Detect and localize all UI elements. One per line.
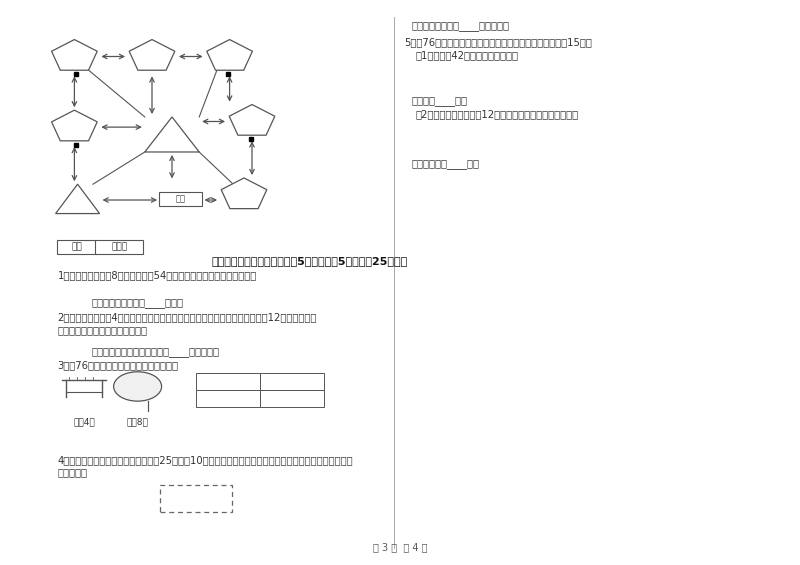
- FancyBboxPatch shape: [57, 240, 97, 254]
- Text: 得分: 得分: [71, 242, 82, 251]
- Text: 1．学校食堂买大籑8袋，每袋大籑54千克，学校食堂买大籑多少千克？: 1．学校食堂买大籑8袋，每袋大籑54千克，学校食堂买大籑多少千克？: [58, 270, 257, 280]
- Text: 手工纸比小伟的大多少平方厚米？: 手工纸比小伟的大多少平方厚米？: [58, 325, 147, 335]
- Text: 评卷人: 评卷人: [111, 242, 127, 251]
- Text: 出门: 出门: [176, 194, 186, 203]
- FancyBboxPatch shape: [260, 390, 324, 407]
- Text: （    ）张: （ ）张: [278, 394, 306, 403]
- Polygon shape: [51, 110, 98, 141]
- Text: 圆桌: 圆桌: [222, 376, 234, 386]
- Polygon shape: [56, 184, 99, 214]
- Text: 每桌4人: 每桌4人: [73, 417, 95, 426]
- Text: 3．有76位客人用餐，可以怎样安排桌子？: 3．有76位客人用餐，可以怎样安排桌子？: [58, 360, 178, 370]
- Text: （见下图）: （见下图）: [58, 467, 88, 477]
- FancyBboxPatch shape: [260, 373, 324, 390]
- Ellipse shape: [114, 372, 162, 401]
- Text: 答：小华的手工纸比小伟的大____平方厉米。: 答：小华的手工纸比小伟的大____平方厉米。: [92, 347, 220, 357]
- FancyBboxPatch shape: [95, 240, 143, 254]
- Text: 答：最少需要准备____米的篹笆。: 答：最少需要准备____米的篹笆。: [412, 21, 510, 31]
- Text: 2．小华有一张边长4分米的手工纸，小伟的一张正方形手工纸边长比小华的短12里米，小华的: 2．小华有一张边长4分米的手工纸，小伟的一张正方形手工纸边长比小华的短12里米，…: [58, 312, 317, 323]
- Polygon shape: [145, 117, 199, 152]
- Text: 答：收款____元。: 答：收款____元。: [412, 96, 468, 106]
- Text: 答：可以收款____元。: 答：可以收款____元。: [412, 159, 480, 170]
- Text: （    ）张: （ ）张: [214, 394, 242, 403]
- FancyBboxPatch shape: [196, 373, 260, 390]
- Text: 答：学校食堂买大籑____千克。: 答：学校食堂买大籑____千克。: [92, 298, 184, 308]
- FancyBboxPatch shape: [159, 192, 202, 206]
- Polygon shape: [221, 178, 267, 208]
- Polygon shape: [206, 40, 253, 70]
- Polygon shape: [229, 105, 275, 135]
- Text: （2）把剩余的票按每张12元全部售出，可以收款多少元？: （2）把剩余的票按每张12元全部售出，可以收款多少元？: [416, 110, 579, 120]
- Text: 每桌8人: 每桌8人: [126, 417, 149, 426]
- Text: （1）已售出42张票，收款多少元？: （1）已售出42张票，收款多少元？: [416, 50, 519, 60]
- Text: 六、活用知识，解决问题（刨5小题，每题5分，共兠25分）。: 六、活用知识，解决问题（刨5小题，每题5分，共兠25分）。: [212, 256, 408, 266]
- Polygon shape: [51, 40, 98, 70]
- FancyBboxPatch shape: [196, 390, 260, 407]
- Text: 方桌: 方桌: [286, 376, 298, 386]
- Bar: [160, 485, 232, 512]
- Text: 5．杯76个座位的森林音乐厅将举行音乐会，每张票售价是15元。: 5．杯76个座位的森林音乐厅将举行音乐会，每张票售价是15元。: [404, 37, 592, 47]
- Text: 第 3 页  共 4 页: 第 3 页 共 4 页: [373, 542, 427, 553]
- Polygon shape: [129, 40, 175, 70]
- Text: 4．王大妈沿着一条河用篹笆围一个长25米，切10米的长方形菜地，最少需要准备多长的篹笆？（见下图）: 4．王大妈沿着一条河用篹笆围一个长25米，切10米的长方形菜地，最少需要准备多长…: [58, 455, 354, 465]
